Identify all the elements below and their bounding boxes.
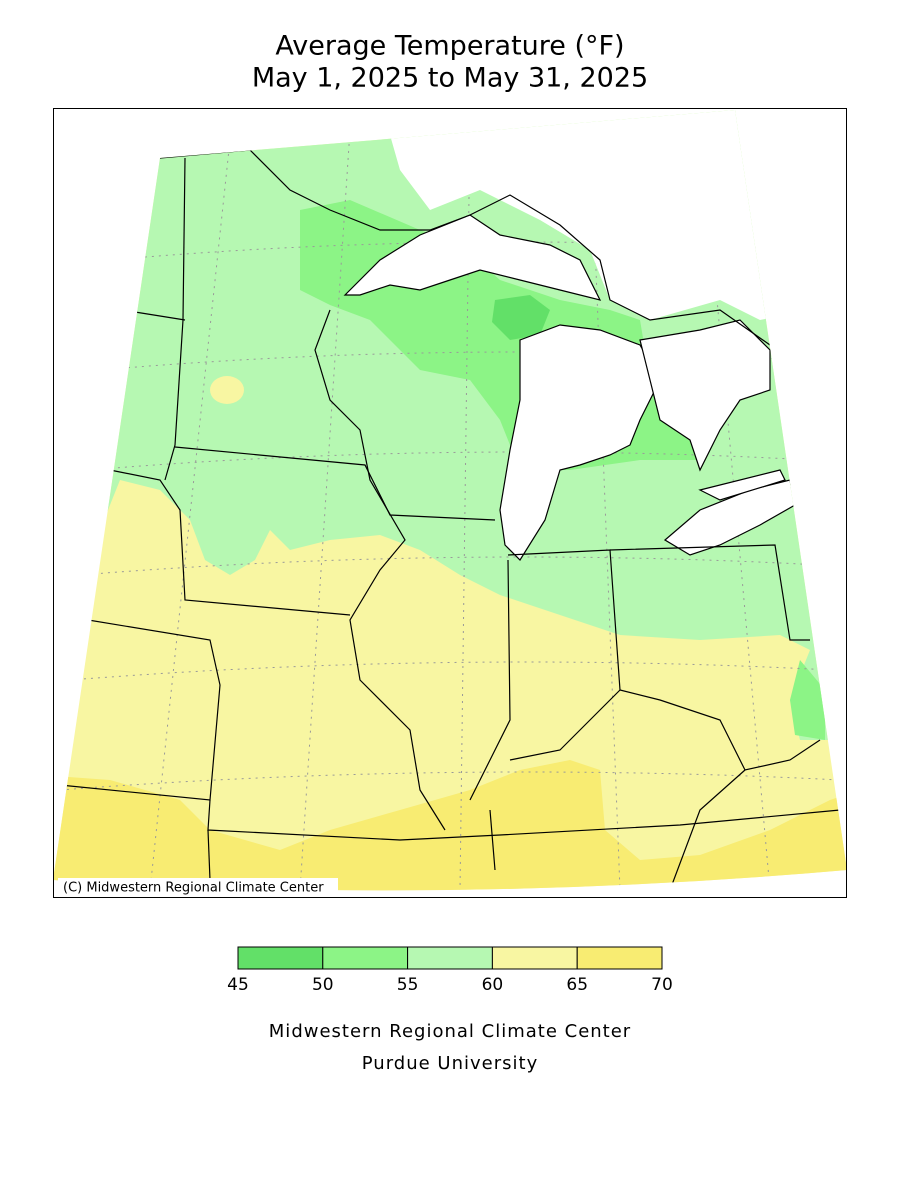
- legend-swatch: [407, 946, 493, 970]
- map: (C) Midwestern Regional Climate Center: [53, 108, 847, 898]
- footer-line: Purdue University: [362, 1053, 538, 1074]
- legend-tick-label: 65: [566, 975, 588, 995]
- legend-swatch: [322, 946, 409, 970]
- legend-tick-label: 60: [482, 975, 504, 995]
- legend-swatch: [491, 946, 578, 970]
- legend: 45 50 55 60 65 70: [227, 946, 673, 995]
- legend-tick-label: 45: [227, 975, 249, 995]
- copyright: (C) Midwestern Regional Climate Center: [63, 881, 324, 896]
- subtitle: May 1, 2025 to May 31, 2025: [252, 63, 648, 94]
- footer-line: Midwestern Regional Climate Center: [269, 1021, 631, 1042]
- legend-tick-label: 50: [312, 975, 334, 995]
- legend-tick-label: 55: [397, 975, 419, 995]
- legend-swatch: [237, 946, 324, 970]
- legend-swatch: [576, 946, 663, 970]
- title: Average Temperature (°F): [275, 31, 624, 62]
- legend-tick-label: 70: [651, 975, 673, 995]
